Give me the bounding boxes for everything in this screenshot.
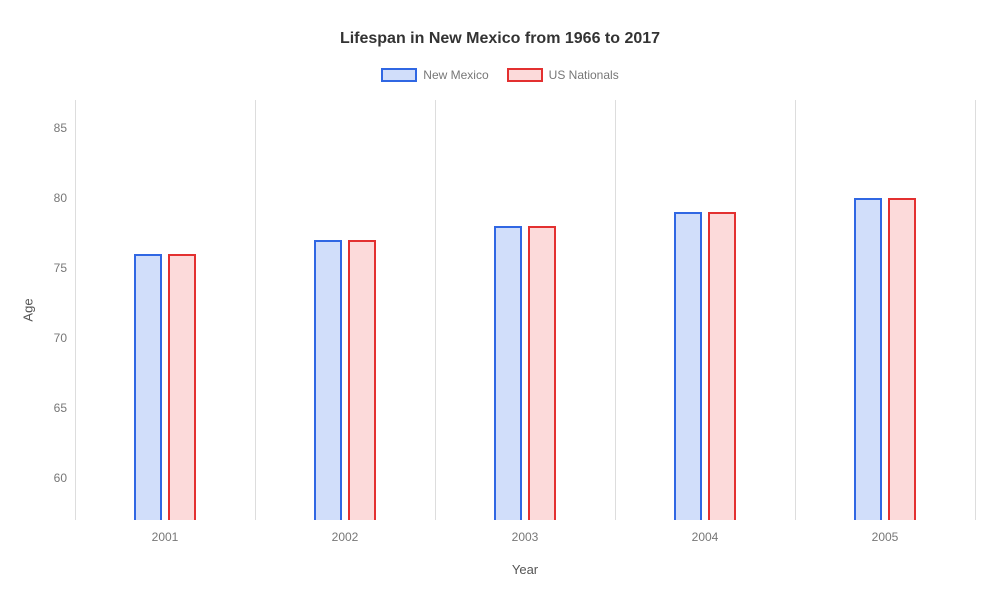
bar[interactable] <box>168 254 196 520</box>
bar[interactable] <box>888 198 916 520</box>
grid-line <box>75 100 76 520</box>
y-tick-label: 85 <box>54 121 75 135</box>
grid-line <box>615 100 616 520</box>
bar[interactable] <box>854 198 882 520</box>
x-tick-label: 2005 <box>872 520 899 544</box>
bar[interactable] <box>528 226 556 520</box>
y-axis-title: Age <box>21 298 36 321</box>
y-tick-label: 75 <box>54 261 75 275</box>
legend-swatch <box>507 68 543 82</box>
legend-item[interactable]: New Mexico <box>381 68 488 82</box>
grid-line <box>255 100 256 520</box>
grid-line <box>975 100 976 520</box>
x-tick-label: 2002 <box>332 520 359 544</box>
legend-label: New Mexico <box>423 68 488 82</box>
x-axis-title: Year <box>512 562 538 577</box>
x-tick-label: 2001 <box>152 520 179 544</box>
grid-line <box>795 100 796 520</box>
chart-title: Lifespan in New Mexico from 1966 to 2017 <box>0 30 1000 48</box>
x-tick-label: 2004 <box>692 520 719 544</box>
y-tick-label: 65 <box>54 401 75 415</box>
legend-swatch <box>381 68 417 82</box>
bar[interactable] <box>708 212 736 520</box>
plot-area: Age Year 6065707580852001200220032004200… <box>75 100 975 520</box>
legend-item[interactable]: US Nationals <box>507 68 619 82</box>
bar[interactable] <box>134 254 162 520</box>
bar[interactable] <box>674 212 702 520</box>
y-tick-label: 60 <box>54 471 75 485</box>
y-tick-label: 80 <box>54 191 75 205</box>
grid-line <box>435 100 436 520</box>
bar[interactable] <box>494 226 522 520</box>
bar[interactable] <box>314 240 342 520</box>
legend: New Mexico US Nationals <box>0 68 1000 82</box>
bar[interactable] <box>348 240 376 520</box>
legend-label: US Nationals <box>549 68 619 82</box>
y-tick-label: 70 <box>54 331 75 345</box>
x-tick-label: 2003 <box>512 520 539 544</box>
